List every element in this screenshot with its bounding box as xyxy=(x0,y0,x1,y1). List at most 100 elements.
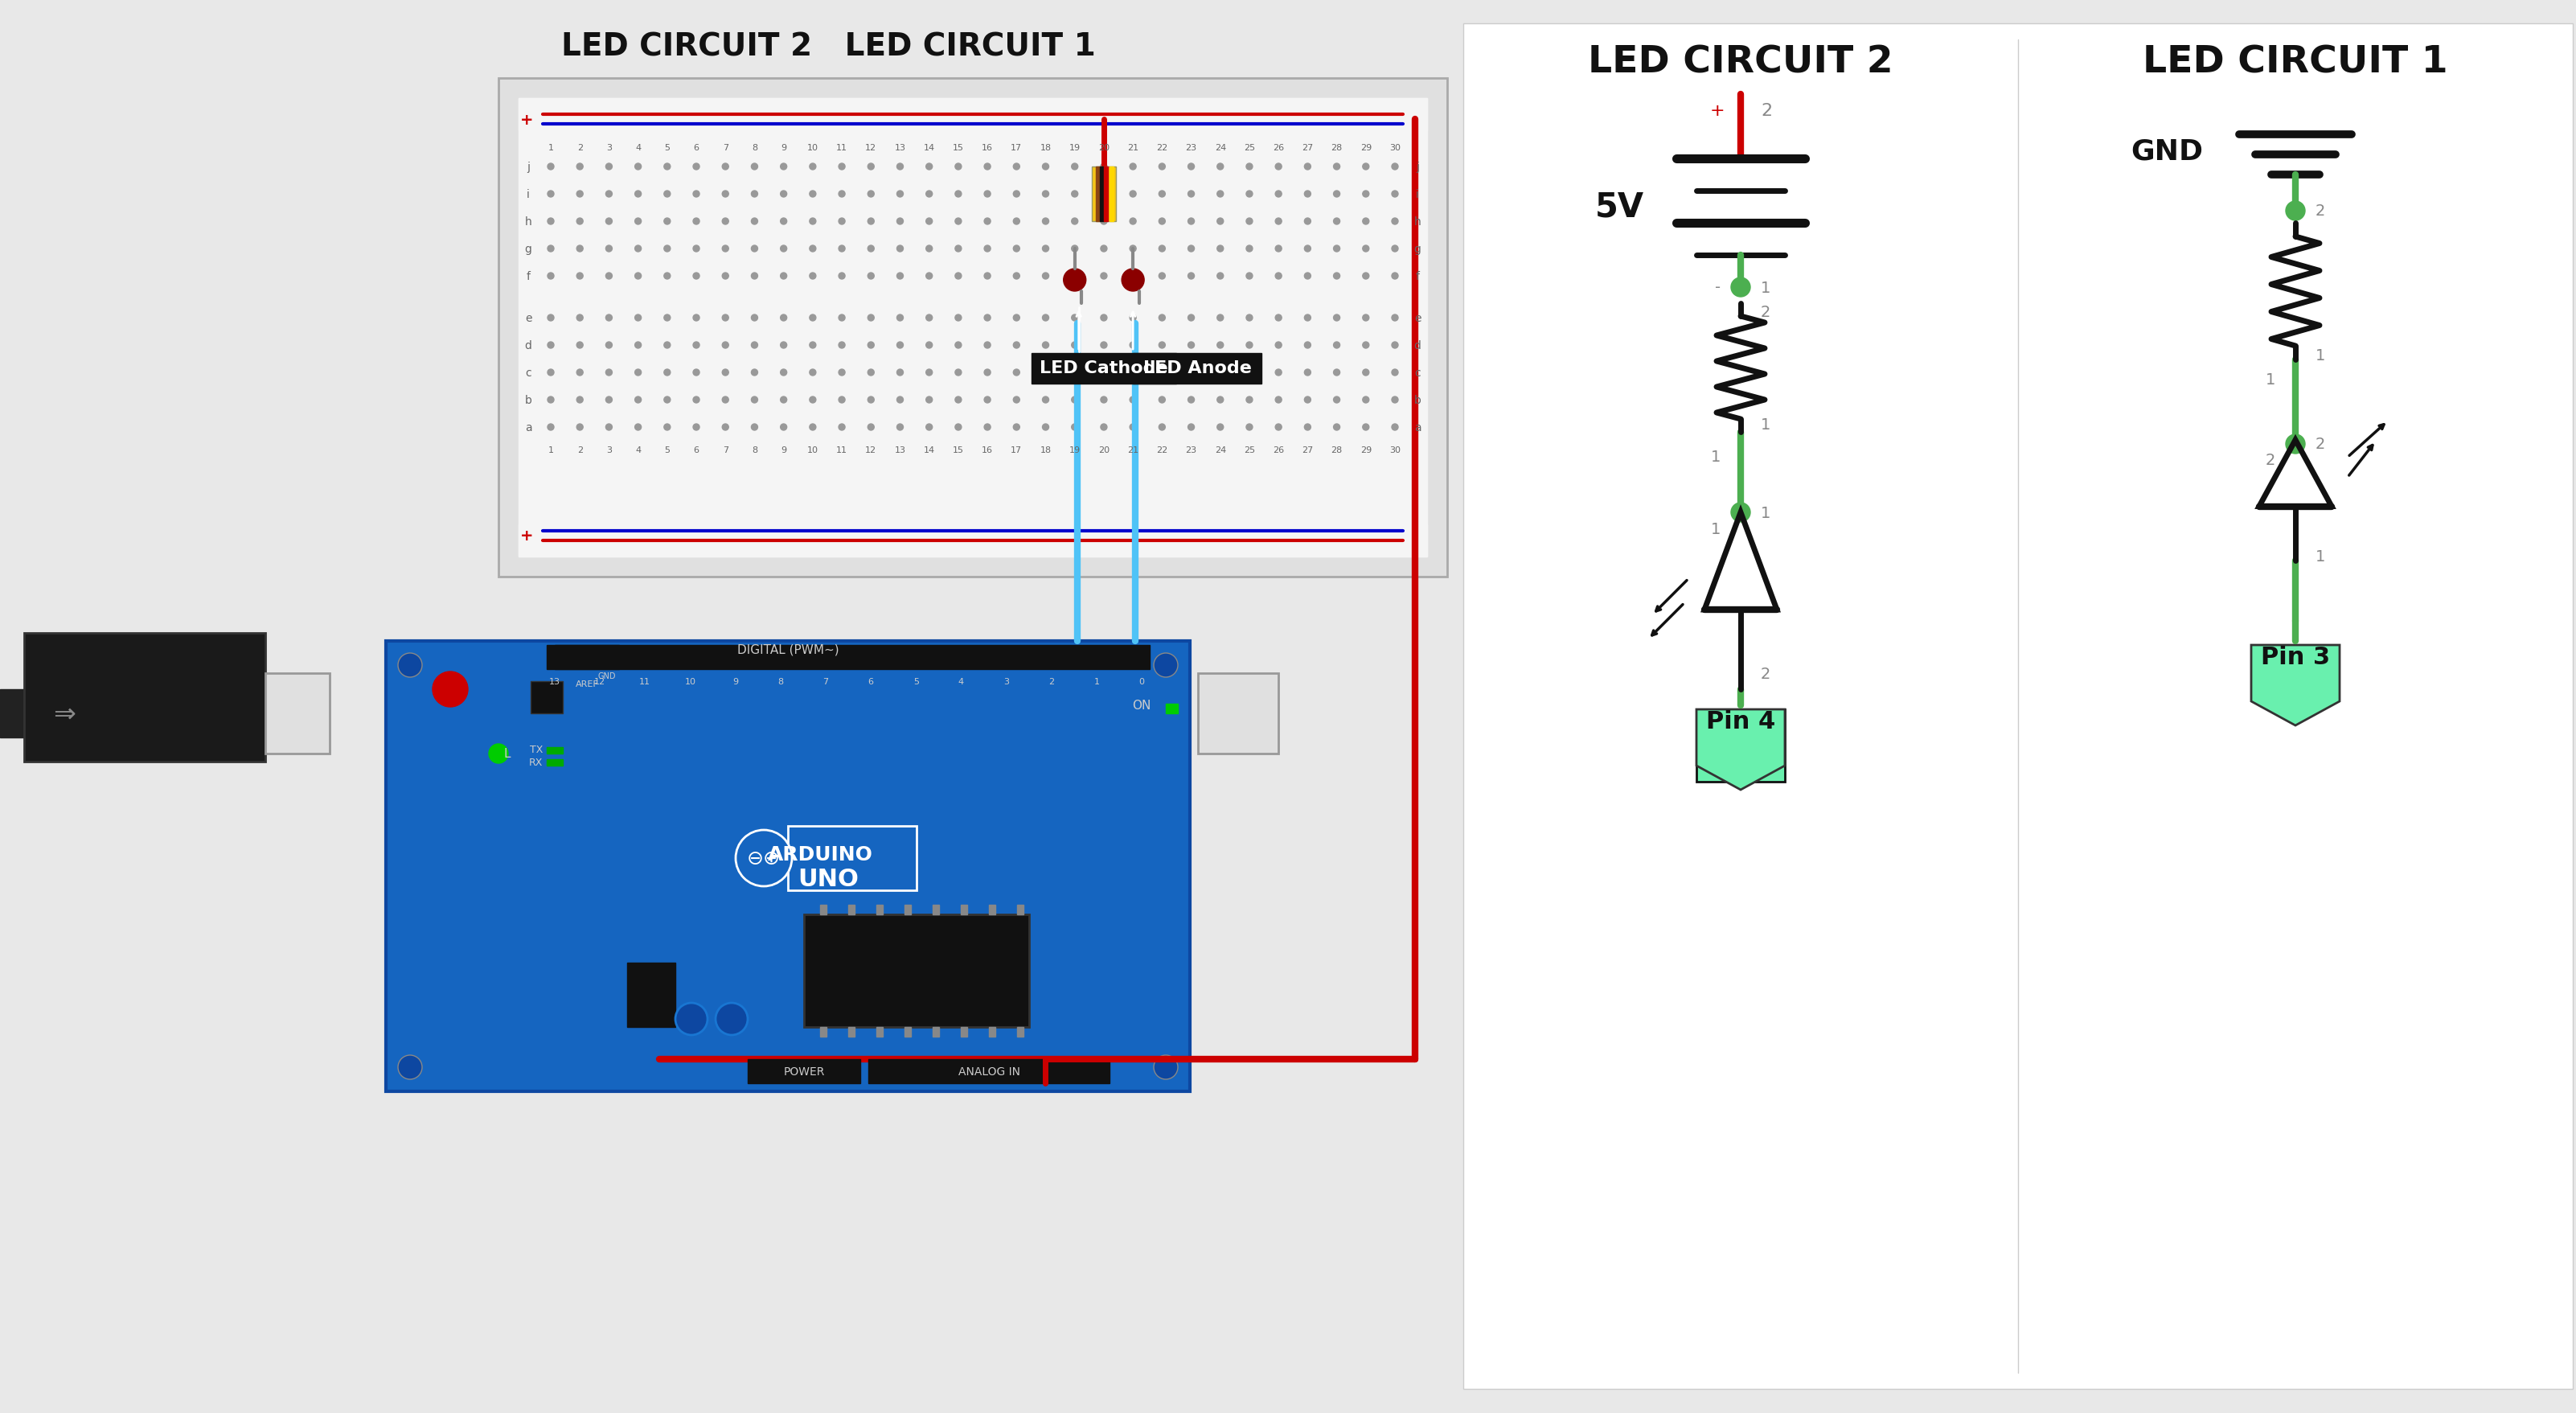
Text: ANALOG IN: ANALOG IN xyxy=(958,1065,1020,1077)
Circle shape xyxy=(634,397,641,404)
Circle shape xyxy=(721,191,729,198)
Circle shape xyxy=(1100,315,1108,322)
Circle shape xyxy=(693,424,701,431)
Circle shape xyxy=(1072,370,1077,376)
Circle shape xyxy=(1275,424,1283,431)
Text: 25: 25 xyxy=(1244,447,1255,454)
Text: 11: 11 xyxy=(639,678,652,685)
Text: 20: 20 xyxy=(1097,447,1110,454)
Text: 1: 1 xyxy=(2316,550,2326,565)
Text: 1: 1 xyxy=(1710,521,1721,537)
Text: i: i xyxy=(1417,189,1419,201)
Text: 9: 9 xyxy=(781,144,786,153)
Circle shape xyxy=(1012,219,1020,225)
Text: 2: 2 xyxy=(577,144,582,153)
Text: 10: 10 xyxy=(806,447,819,454)
Text: LED CIRCUIT 2: LED CIRCUIT 2 xyxy=(1587,45,1893,81)
Text: -: - xyxy=(1716,280,1721,295)
Circle shape xyxy=(1131,246,1136,253)
Text: LED CIRCUIT 1: LED CIRCUIT 1 xyxy=(2143,45,2447,81)
Circle shape xyxy=(809,342,817,349)
Circle shape xyxy=(605,164,613,171)
Circle shape xyxy=(1275,164,1283,171)
Circle shape xyxy=(634,219,641,225)
Bar xyxy=(546,646,1149,670)
Circle shape xyxy=(1303,370,1311,376)
Circle shape xyxy=(1100,191,1108,198)
Text: 2: 2 xyxy=(1762,103,1772,119)
Text: 13: 13 xyxy=(894,447,907,454)
Circle shape xyxy=(1391,164,1399,171)
Text: 2: 2 xyxy=(2264,454,2275,468)
Circle shape xyxy=(1131,397,1136,404)
Circle shape xyxy=(984,273,992,280)
Circle shape xyxy=(721,164,729,171)
Circle shape xyxy=(896,397,904,404)
Circle shape xyxy=(840,342,845,349)
Text: 1: 1 xyxy=(1762,417,1770,432)
Circle shape xyxy=(577,424,582,431)
Circle shape xyxy=(1275,397,1283,404)
Circle shape xyxy=(1275,342,1283,349)
Circle shape xyxy=(840,164,845,171)
Text: GND: GND xyxy=(2130,137,2202,165)
Text: 7: 7 xyxy=(721,144,729,153)
Text: 23: 23 xyxy=(1185,144,1198,153)
Circle shape xyxy=(896,246,904,253)
Circle shape xyxy=(896,424,904,431)
Circle shape xyxy=(868,191,873,198)
Text: Pin 4: Pin 4 xyxy=(1705,711,1775,733)
Circle shape xyxy=(956,315,961,322)
Circle shape xyxy=(956,370,961,376)
Circle shape xyxy=(809,424,817,431)
Text: 28: 28 xyxy=(1332,144,1342,153)
Circle shape xyxy=(896,219,904,225)
Circle shape xyxy=(840,246,845,253)
Circle shape xyxy=(665,164,670,171)
Bar xyxy=(819,1027,827,1037)
Circle shape xyxy=(1391,273,1399,280)
Circle shape xyxy=(577,315,582,322)
Text: +: + xyxy=(520,528,533,544)
Bar xyxy=(1463,24,2573,1389)
Text: a: a xyxy=(1414,422,1422,434)
Circle shape xyxy=(1731,503,1749,523)
Circle shape xyxy=(1334,315,1340,322)
Circle shape xyxy=(1100,273,1108,280)
Circle shape xyxy=(1100,342,1108,349)
Text: 18: 18 xyxy=(1041,447,1051,454)
Circle shape xyxy=(665,273,670,280)
Bar xyxy=(876,1027,884,1037)
Circle shape xyxy=(1363,315,1368,322)
Circle shape xyxy=(489,745,507,763)
Text: e: e xyxy=(526,312,531,324)
Text: b: b xyxy=(526,394,531,406)
Circle shape xyxy=(1043,246,1048,253)
Circle shape xyxy=(634,315,641,322)
Text: 0: 0 xyxy=(1139,678,1144,685)
Circle shape xyxy=(896,273,904,280)
Bar xyxy=(1018,1027,1023,1037)
Circle shape xyxy=(868,424,873,431)
Circle shape xyxy=(1043,273,1048,280)
Text: 21: 21 xyxy=(1128,447,1139,454)
Bar xyxy=(1105,167,1108,222)
Text: c: c xyxy=(526,367,531,379)
Text: RX: RX xyxy=(528,757,544,767)
Circle shape xyxy=(1043,424,1048,431)
Circle shape xyxy=(752,273,757,280)
Circle shape xyxy=(577,164,582,171)
Circle shape xyxy=(1216,315,1224,322)
Circle shape xyxy=(809,164,817,171)
Circle shape xyxy=(1216,246,1224,253)
Circle shape xyxy=(868,273,873,280)
Text: 5: 5 xyxy=(665,144,670,153)
Circle shape xyxy=(1391,191,1399,198)
Circle shape xyxy=(1131,273,1136,280)
Circle shape xyxy=(956,164,961,171)
Circle shape xyxy=(1072,397,1077,404)
Circle shape xyxy=(665,370,670,376)
Text: +: + xyxy=(1710,103,1723,119)
Bar xyxy=(1100,167,1105,222)
Circle shape xyxy=(693,370,701,376)
